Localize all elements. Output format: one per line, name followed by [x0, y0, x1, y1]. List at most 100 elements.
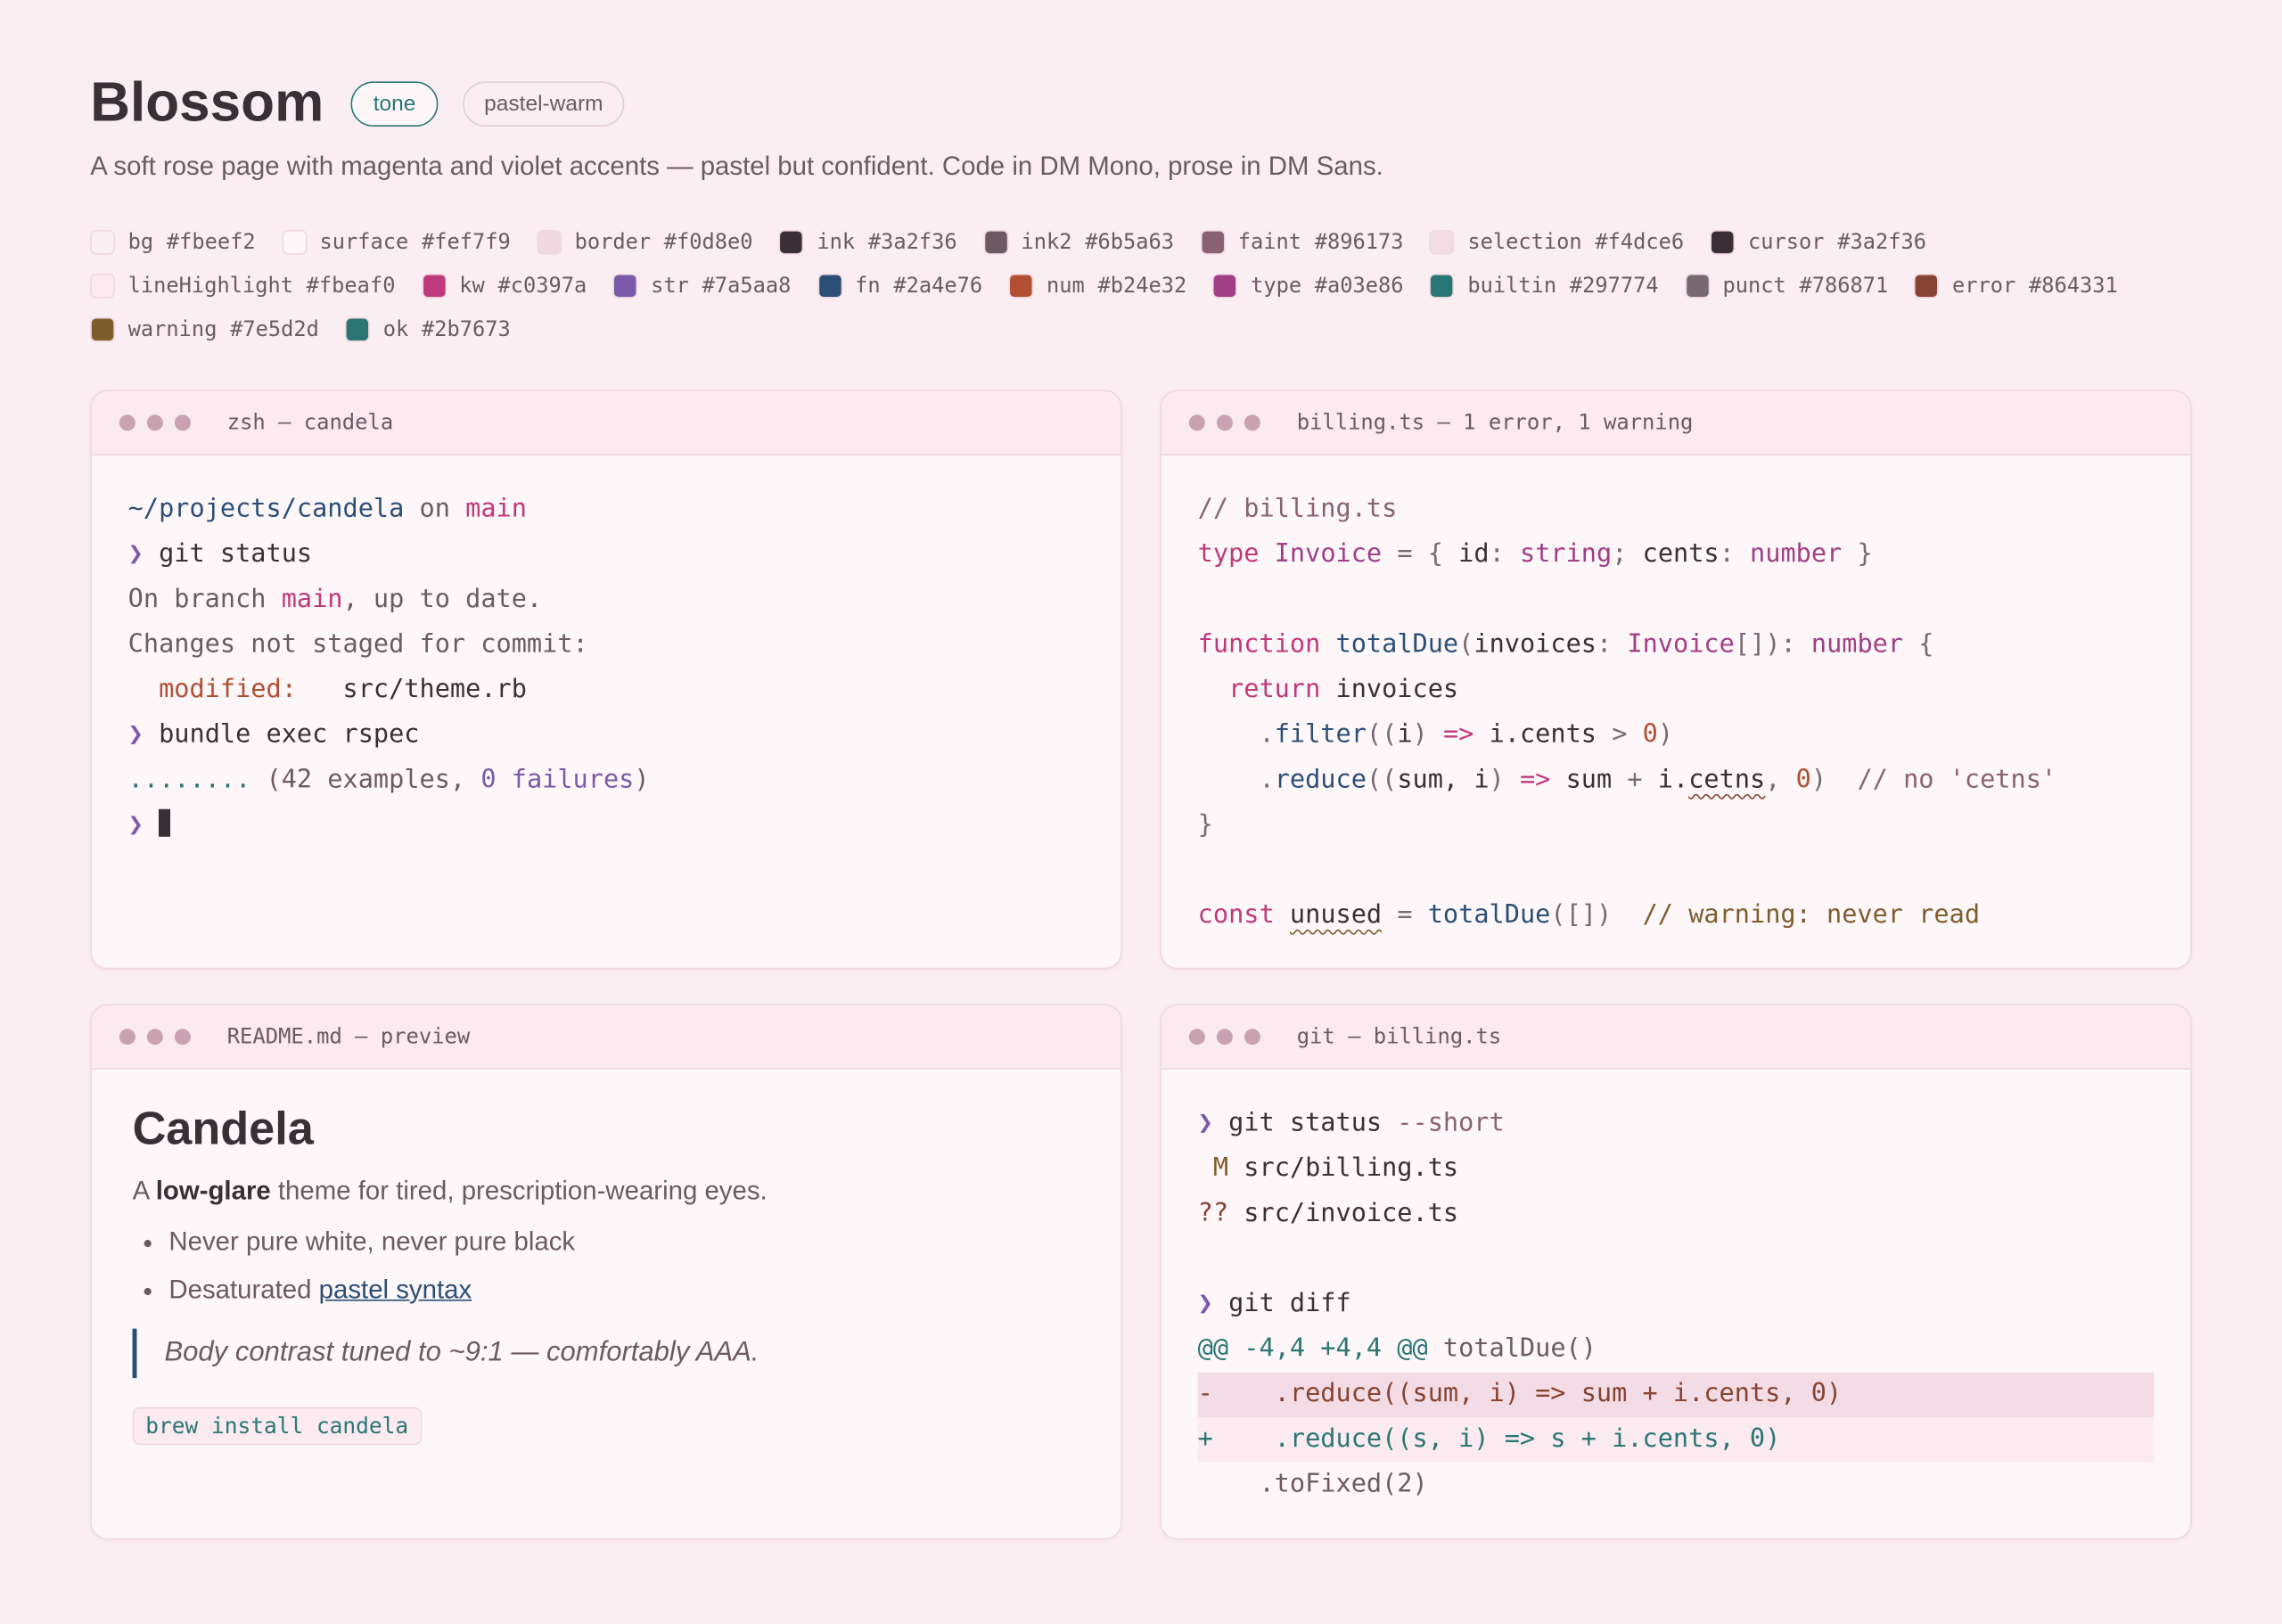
- palette-item: faint #896173: [1200, 228, 1404, 256]
- palette-hex: #b24e32: [1097, 274, 1187, 298]
- code-token: string: [1519, 539, 1613, 570]
- panel: git — billing.ts ❯ git status --short M s…: [1160, 1004, 2192, 1540]
- code-token: // no 'cetns': [1826, 765, 2057, 795]
- code-token: git status: [1228, 1109, 1383, 1138]
- code-token: invoices: [1473, 629, 1597, 660]
- blockquote: Body contrast tuned to ~9:1 — comfortabl…: [132, 1328, 1080, 1379]
- code-token: on: [404, 495, 466, 524]
- code-token: ([]): [1550, 900, 1613, 931]
- code-token: .: [1197, 765, 1275, 795]
- palette-name: warning: [127, 317, 218, 341]
- code-token: [1320, 630, 1335, 660]
- window-dot: [146, 1029, 163, 1046]
- window-dot: [174, 1029, 191, 1046]
- palette-hex: #2b7673: [421, 317, 511, 341]
- description: A soft rose page with magenta and violet…: [90, 151, 1383, 181]
- swatch: [1685, 273, 1710, 299]
- swatch: [90, 316, 115, 342]
- code-token: = {: [1382, 539, 1459, 570]
- code-token: reduce: [1274, 765, 1367, 795]
- code-token: main: [465, 495, 527, 524]
- code-line: ~/projects/candela on main: [128, 488, 1085, 533]
- code-token: type: [1197, 539, 1260, 570]
- cursor: [159, 808, 171, 837]
- code-line: ❯ bundle exec rspec: [128, 713, 1085, 759]
- palette-item: bg #fbeef2: [90, 228, 256, 256]
- code-line: ........ (42 examples, 0 failures): [128, 759, 1085, 804]
- list-item: Never pure white, never pure black: [168, 1226, 1079, 1257]
- palette-item: cursor #3a2f36: [1710, 228, 1926, 256]
- code-token: ): [634, 765, 650, 795]
- swatch: [778, 229, 804, 255]
- code-line: // billing.ts: [1198, 488, 2155, 533]
- code-token: // warning: never read: [1612, 900, 1981, 931]
- palette-name: selection: [1467, 230, 1582, 254]
- code-line: .filter((i) => i.cents > 0): [1198, 713, 2155, 759]
- swatch: [90, 273, 115, 299]
- code-token: ((: [1366, 720, 1398, 750]
- code-token: 0: [1642, 720, 1658, 750]
- code-line: ​: [1198, 1237, 2155, 1283]
- bold-text: low-glare: [155, 1176, 271, 1205]
- swatch: [90, 229, 115, 255]
- panel: zsh — candela ~/projects/candela on main ❯…: [90, 390, 1122, 970]
- palette: bg #fbeef2 surface #fef7f9 border #f0d8e0 ink #…: [90, 228, 2200, 343]
- code-token: (: [1458, 629, 1474, 660]
- palette-hex: #c0397a: [497, 274, 587, 298]
- palette-hex: #f0d8e0: [663, 230, 753, 254]
- code-token: ❯: [127, 810, 160, 841]
- code-token: number: [1750, 539, 1843, 570]
- code-token: totalDue: [1427, 900, 1551, 931]
- code-token: git diff: [1228, 1289, 1351, 1319]
- panel: README.md — preview Candela A low-glare th…: [90, 1004, 1122, 1540]
- code-token: sum, i: [1397, 765, 1490, 795]
- code-token: + .reduce((s, i) => s + i.cents, 0): [1197, 1424, 1781, 1455]
- md-heading: Candela: [132, 1101, 314, 1154]
- window-dot: [1244, 1029, 1260, 1046]
- code-token: (42 examples,: [250, 765, 481, 795]
- code-token: >: [1612, 720, 1628, 750]
- palette-hex: #fef7f9: [421, 230, 511, 254]
- panel-header: git — billing.ts: [1161, 1005, 2191, 1070]
- inline-code: brew install candela: [132, 1407, 422, 1446]
- code-token: ❯: [1197, 1109, 1229, 1138]
- palette-name: str: [651, 274, 689, 298]
- window-dot: [119, 414, 135, 431]
- code-token: [1275, 901, 1290, 931]
- palette-hex: #fbeef2: [166, 230, 256, 254]
- panels: zsh — candela ~/projects/candela on main ❯…: [90, 390, 2192, 1540]
- code-token: ❯: [127, 720, 160, 750]
- palette-hex: #f4dce6: [1595, 230, 1685, 254]
- code-token: .: [1197, 720, 1275, 750]
- swatch: [1200, 229, 1226, 255]
- palette-item: surface #fef7f9: [282, 228, 511, 256]
- palette-hex: #7e5d2d: [230, 317, 319, 341]
- code-token: i.cents: [1473, 720, 1613, 750]
- code-token: src/theme.rb: [296, 675, 527, 705]
- palette-name: fn: [855, 274, 881, 298]
- palette-hex: #896173: [1314, 230, 1404, 254]
- palette-name: border: [574, 230, 652, 254]
- swatch: [1710, 229, 1736, 255]
- palette-name: builtin: [1467, 274, 1557, 298]
- code-line: ​: [1198, 849, 2155, 894]
- palette-item: type #a03e86: [1212, 272, 1404, 299]
- code-line: On branch main, up to date.: [128, 578, 1085, 623]
- code-line: M src/billing.ts: [1198, 1147, 2155, 1193]
- code-token: totalDue: [1335, 629, 1459, 660]
- link[interactable]: pastel syntax: [318, 1275, 472, 1304]
- code-line: modified: src/theme.rb: [128, 668, 1085, 713]
- code-token: src/invoice.ts: [1228, 1199, 1459, 1228]
- swatch: [817, 273, 842, 299]
- code-token: Changes not staged for commit:: [127, 629, 588, 660]
- palette-name: bg: [127, 230, 154, 254]
- code-token: totalDue(): [1427, 1334, 1597, 1364]
- code-token: ;: [1612, 539, 1643, 570]
- palette-item: ink2 #6b5a63: [983, 228, 1174, 256]
- palette-hex: #6b5a63: [1085, 230, 1174, 254]
- code-line: .toFixed(2): [1198, 1463, 2155, 1508]
- code-token: const: [1197, 900, 1275, 931]
- swatch: [1008, 273, 1034, 299]
- panel-header: zsh — candela: [91, 391, 1121, 456]
- code-token: - .reduce((sum, i) => sum + i.cents, 0): [1197, 1379, 1843, 1409]
